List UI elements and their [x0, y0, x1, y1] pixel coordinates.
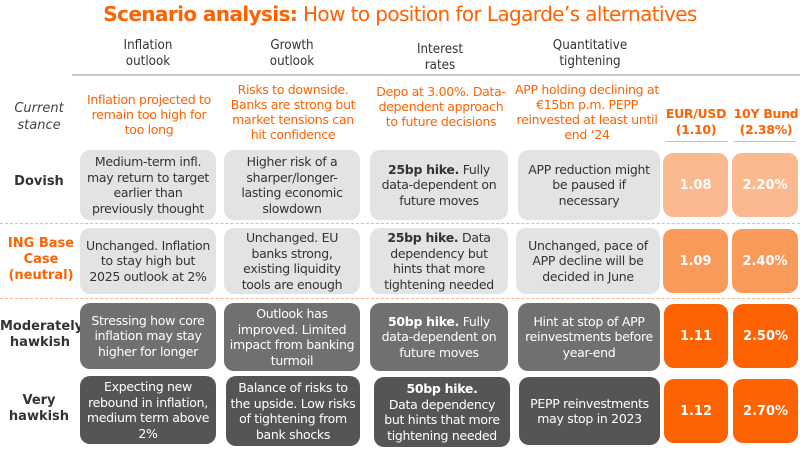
modhawk-qt-cell: Hint at stop of APP reinvestments before…: [518, 303, 660, 371]
veryhawk-bund-value: 2.70%: [733, 379, 798, 443]
base-case-bottom-border: [0, 298, 800, 299]
modhawk-rates-cell: 50bp hike. Fully data-dependent on futur…: [370, 303, 508, 371]
column-header-line: Quantitative: [552, 38, 628, 53]
base-rates-cell: 25bp hike. Data dependency but hints tha…: [370, 228, 508, 294]
dovish-bund-value: 2.20%: [732, 153, 798, 217]
column-header-line: Growth: [270, 38, 314, 53]
stance-label-line: stance: [17, 118, 61, 133]
rates-text: 25bp hike. Fully data-dependent on futur…: [374, 162, 504, 209]
base-qt-cell: Unchanged, pace of APP decline will be d…: [516, 228, 660, 294]
column-header-growth: Growth outlook: [228, 38, 357, 70]
dovish-eurusd-value: 1.08: [663, 153, 728, 217]
veryhawk-eurusd-value: 1.12: [664, 379, 728, 443]
column-header-inflation: Inflation outlook: [84, 38, 213, 70]
market-current-value: (2.38%): [739, 122, 793, 137]
bund-header: 10Y Bund (2.38%): [732, 106, 800, 138]
dovish-rates-cell: 25bp hike. Fully data-dependent on futur…: [370, 150, 508, 220]
title-rest: How to position for Lagarde’s alternativ…: [297, 2, 697, 26]
bund-underline: [734, 141, 796, 142]
rates-text: 50bp hike. Data dependency but hints tha…: [378, 381, 506, 443]
rates-bold: 50bp hike.: [406, 381, 478, 396]
current-qt: APP holding declining at €15bn p.m. PEPP…: [515, 82, 659, 142]
slide-title: Scenario analysis: How to position for L…: [0, 2, 800, 26]
rates-bold: 25bp hike.: [387, 230, 459, 245]
rates-rest: Data dependency but hints that more tigh…: [384, 396, 500, 443]
modhawk-bund-value: 2.50%: [733, 304, 798, 368]
title-bold: Scenario analysis:: [103, 2, 298, 26]
rates-text: 50bp hike. Fully data-dependent on futur…: [374, 314, 504, 361]
rates-rest: Fully data-dependent on future moves: [381, 161, 497, 208]
eurusd-header: EUR/USD (1.10): [664, 106, 728, 138]
column-header-line: outlook: [269, 54, 315, 69]
modhawk-growth-cell: Outlook has improved. Limited impact fro…: [224, 303, 360, 371]
modhawk-eurusd-value: 1.11: [664, 304, 728, 368]
current-stance-label: Current stance: [0, 100, 78, 134]
modhawk-inflation-cell: Stressing how core inflation may stay hi…: [80, 303, 216, 369]
row-label-moderately-hawkish: Moderately hawkish: [0, 319, 84, 350]
veryhawk-qt-cell: PEPP reinvestments may stop in 2023: [519, 377, 660, 445]
column-header-line: Interest: [416, 42, 464, 57]
rates-bold: 50bp hike.: [388, 313, 460, 329]
current-growth: Risks to downside. Banks are strong but …: [230, 82, 356, 142]
base-eurusd-value: 1.09: [663, 229, 728, 293]
veryhawk-rates-cell: 50bp hike. Data dependency but hints tha…: [374, 377, 510, 447]
dovish-growth-cell: Higher risk of a sharper/longer-lasting …: [224, 150, 360, 220]
rates-text: 25bp hike. Data dependency but hints tha…: [374, 230, 504, 292]
column-header-qt: Quantitative tightening: [522, 38, 658, 70]
rates-rest: Fully data-dependent on future moves: [381, 313, 497, 360]
column-header-line: Inflation: [123, 38, 173, 53]
current-rates: Depo at 3.00%. Data-dependent approach t…: [376, 84, 506, 129]
row-label-dovish: Dovish: [14, 174, 64, 189]
rates-rest: Data dependency but hints that more tigh…: [384, 230, 494, 292]
market-current-value: (1.10): [675, 122, 717, 137]
base-growth-cell: Unchanged. EU banks strong, existing liq…: [224, 228, 360, 294]
veryhawk-inflation-cell: Expecting new rebound in inflation, medi…: [80, 376, 216, 444]
current-inflation: Inflation projected to remain too high f…: [87, 92, 211, 137]
stance-label-line: Current: [14, 101, 64, 116]
column-header-line: tightening: [559, 54, 621, 69]
row-label-base-case: ING Base Case (neutral): [7, 236, 75, 283]
veryhawk-growth-cell: Balance of risks to the upside. Low risk…: [226, 376, 360, 446]
column-header-line: rates: [424, 58, 456, 73]
market-label: 10Y Bund: [733, 106, 799, 121]
dovish-qt-cell: APP reduction might be paused if necessa…: [518, 150, 660, 220]
eurusd-underline: [666, 141, 728, 142]
dovish-inflation-cell: Medium-term infl. may return to target e…: [80, 150, 216, 220]
base-bund-value: 2.40%: [732, 229, 798, 293]
base-case-top-border: [0, 223, 800, 224]
column-header-line: outlook: [125, 54, 171, 69]
base-inflation-cell: Unchanged. Inflation to stay high but 20…: [80, 228, 216, 294]
rates-bold: 25bp hike.: [388, 161, 460, 177]
row-label-very-hawkish: Very hawkish: [8, 393, 70, 424]
market-label: EUR/USD: [665, 106, 727, 121]
column-header-rates: Interest rates: [376, 42, 505, 74]
header-divider: [72, 74, 800, 76]
